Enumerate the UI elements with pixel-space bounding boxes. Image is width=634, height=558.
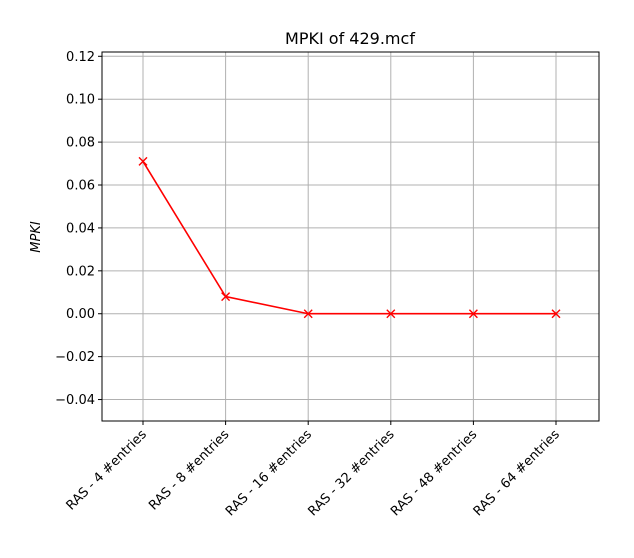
y-tick-label: 0.06 (66, 179, 95, 194)
y-tick-label: 0.02 (66, 264, 95, 279)
y-axis-label: MPKI (29, 221, 44, 253)
x-tick-label: RAS - 16 #entries (223, 427, 315, 519)
x-tick-label: RAS - 64 #entries (471, 427, 563, 519)
data-point (138, 156, 148, 166)
x-tick-label: RAS - 32 #entries (306, 427, 398, 519)
x-tick-label: RAS - 4 #entries (64, 427, 150, 513)
plot-frame (101, 51, 600, 422)
y-axis: −0.04 −0.02 0.00 0.02 0.04 0.06 0.08 0.10 0.12 (55, 50, 102, 408)
x-tick-label: RAS - 48 #entries (388, 427, 480, 519)
series-line (142, 160, 556, 315)
data-point (303, 309, 313, 319)
y-tick-label: −0.02 (55, 350, 95, 365)
y-tick-label: 0.00 (66, 307, 95, 322)
y-tick-label: 0.08 (66, 136, 95, 151)
grid (102, 52, 599, 421)
data-point (221, 292, 231, 302)
y-tick-label: 0.04 (66, 221, 95, 236)
series (138, 156, 561, 319)
chart-title: MPKI of 429.mcf (285, 29, 415, 48)
data-point (468, 309, 478, 319)
x-tick-label: RAS - 8 #entries (146, 427, 232, 513)
y-tick-label: 0.12 (66, 50, 95, 65)
data-point (551, 309, 561, 319)
y-tick-label: −0.04 (55, 393, 95, 408)
data-point (386, 309, 396, 319)
y-tick-label: 0.10 (66, 93, 95, 108)
